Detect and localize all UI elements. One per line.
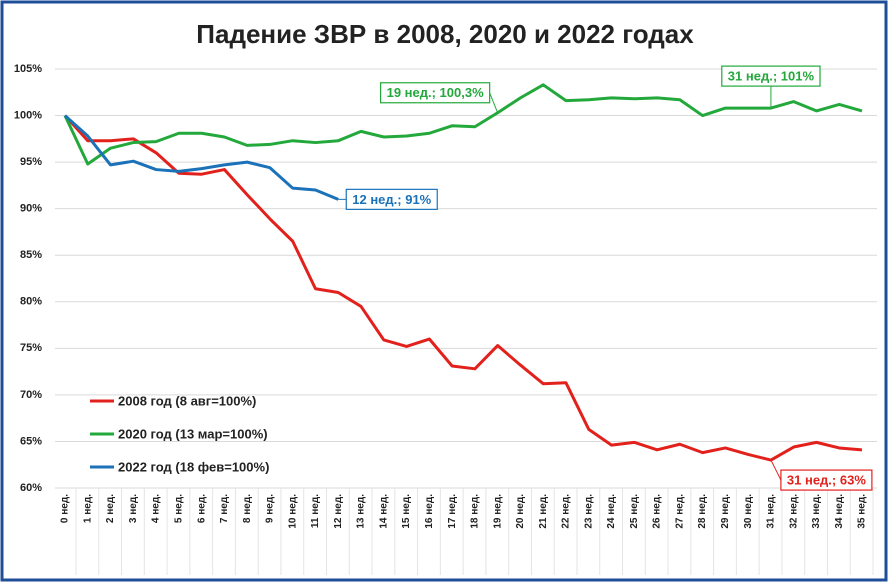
data-label: 31 нед.; 63% <box>787 473 866 488</box>
leader-line <box>489 92 499 113</box>
x-tick-label: 34 нед. <box>834 494 845 529</box>
y-tick-label: 100% <box>14 109 42 121</box>
x-tick-label: 1 нед. <box>82 494 93 523</box>
y-tick-label: 80% <box>20 296 42 308</box>
legend-label: 2020 год (13 мар=100%) <box>118 426 268 441</box>
data-label-box <box>780 469 873 491</box>
data-label-box <box>345 188 438 210</box>
x-tick-label: 16 нед. <box>424 494 435 529</box>
y-tick-label: 85% <box>20 249 42 261</box>
y-tick-label: 65% <box>20 435 42 447</box>
leader-line <box>770 459 782 481</box>
x-tick-label: 12 нед. <box>333 494 344 529</box>
x-tick-label: 19 нед. <box>492 494 503 529</box>
x-tick-label: 7 нед. <box>219 494 230 523</box>
series-line <box>63 114 863 462</box>
x-tick-label: 2 нед. <box>105 494 116 523</box>
x-tick-label: 35 нед. <box>857 494 868 529</box>
x-tick-label: 21 нед. <box>538 494 549 529</box>
x-tick-label: 32 нед. <box>788 494 799 529</box>
x-tick-label: 6 нед. <box>196 494 207 523</box>
data-label: 31 нед.; 101% <box>728 69 815 84</box>
x-tick-label: 3 нед. <box>128 494 139 523</box>
y-tick-label: 60% <box>20 482 42 494</box>
series-line <box>63 83 863 166</box>
x-tick-label: 13 нед. <box>356 494 367 529</box>
data-label-box <box>721 65 821 87</box>
data-label: 19 нед.; 100,3% <box>387 85 484 100</box>
x-tick-label: 29 нед. <box>720 494 731 529</box>
y-tick-label: 90% <box>20 203 42 215</box>
x-tick-label: 18 нед. <box>470 494 481 529</box>
x-tick-label: 11 нед. <box>310 494 321 528</box>
x-tick-label: 30 нед. <box>743 494 754 529</box>
x-tick-label: 0 нед. <box>60 494 71 523</box>
y-tick-label: 70% <box>20 389 42 401</box>
x-tick-label: 15 нед. <box>401 494 412 529</box>
x-tick-label: 24 нед. <box>606 494 617 529</box>
chart-title: Падение ЗВР в 2008, 2020 и 2022 годах <box>196 19 694 49</box>
y-tick-label: 95% <box>20 156 42 168</box>
x-tick-label: 25 нед. <box>629 494 640 529</box>
x-tick-label: 8 нед. <box>242 494 253 523</box>
x-tick-label: 14 нед. <box>378 494 389 529</box>
legend-label: 2008 год (8 авг=100%) <box>118 393 256 408</box>
x-tick-label: 20 нед. <box>515 494 526 529</box>
series-line <box>63 114 339 201</box>
data-label-box <box>379 82 491 104</box>
x-tick-label: 5 нед. <box>173 494 184 523</box>
x-tick-label: 33 нед. <box>811 494 822 529</box>
x-tick-label: 17 нед. <box>447 494 458 529</box>
legend-label: 2022 год (18 фев=100%) <box>118 459 269 474</box>
x-tick-label: 4 нед. <box>151 494 162 523</box>
x-tick-label: 22 нед. <box>561 494 572 529</box>
y-tick-label: 105% <box>14 63 42 75</box>
x-tick-label: 9 нед. <box>265 494 276 523</box>
x-tick-label: 26 нед. <box>652 494 663 529</box>
x-tick-label: 28 нед. <box>697 494 708 529</box>
x-tick-label: 10 нед. <box>287 494 298 529</box>
x-tick-label: 31 нед. <box>766 494 777 529</box>
y-tick-label: 75% <box>20 342 42 354</box>
x-tick-label: 27 нед. <box>674 494 685 529</box>
x-tick-label: 23 нед. <box>583 494 594 529</box>
data-label: 12 нед.; 91% <box>352 192 431 207</box>
